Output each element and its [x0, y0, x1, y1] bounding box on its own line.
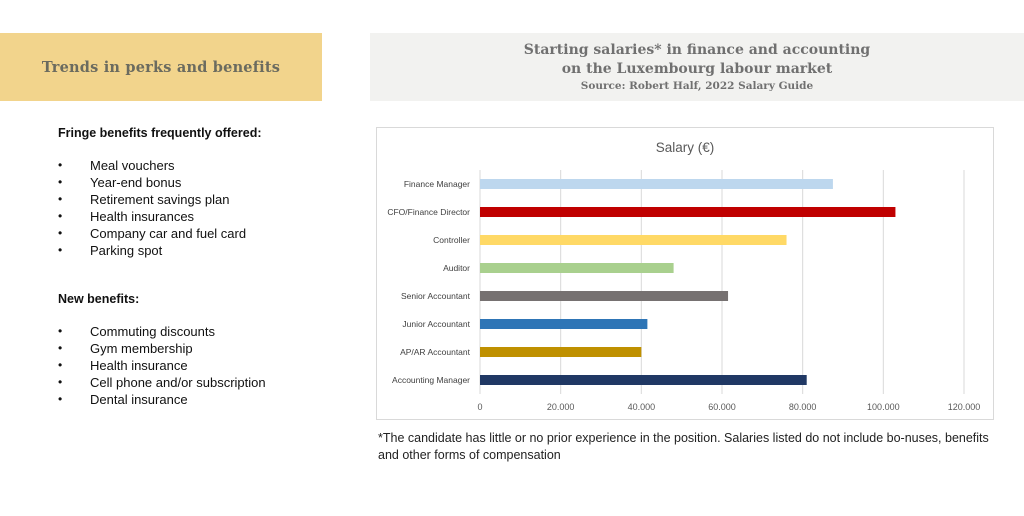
- list-item: Company car and fuel card: [58, 225, 266, 242]
- x-tick-label: 0: [477, 402, 482, 412]
- bar-auditor: [480, 263, 674, 273]
- x-tick-label: 60.000: [708, 402, 736, 412]
- list-item: Commuting discounts: [58, 323, 266, 340]
- footnote: *The candidate has little or no prior ex…: [378, 431, 989, 462]
- bar-accounting-manager: [480, 375, 807, 385]
- left-header-banner: Trends in perks and benefits: [0, 33, 322, 101]
- list-item: Gym membership: [58, 340, 266, 357]
- list-item: Health insurance: [58, 357, 266, 374]
- list-item: Health insurances: [58, 208, 266, 225]
- category-label: Junior Accountant: [402, 319, 470, 329]
- category-label: Controller: [433, 235, 470, 245]
- salary-chart: Salary (€) 0 20.000 40.000 60.000 80.000 100.…: [376, 127, 994, 420]
- x-tick-label: 40.000: [628, 402, 656, 412]
- list-item: Retirement savings plan: [58, 191, 266, 208]
- category-label: Auditor: [443, 263, 470, 273]
- x-tick-label: 120.000: [948, 402, 981, 412]
- x-tick-label: 20.000: [547, 402, 575, 412]
- list-item: Dental insurance: [58, 391, 266, 408]
- bar-controller: [480, 235, 787, 245]
- bar-finance-manager: [480, 179, 833, 189]
- fringe-list: Meal vouchers Year-end bonus Retirement …: [58, 157, 266, 259]
- chart-title: Salary (€): [656, 140, 715, 155]
- category-label: AP/AR Accountant: [400, 347, 471, 357]
- category-label: Finance Manager: [404, 179, 470, 189]
- fringe-heading: Fringe benefits frequently offered:: [58, 126, 262, 140]
- list-item: Parking spot: [58, 242, 266, 259]
- new-benefits-heading: New benefits:: [58, 292, 140, 306]
- list-item: Meal vouchers: [58, 157, 266, 174]
- x-tick-label: 100.000: [867, 402, 900, 412]
- bar-ap-ar-accountant: [480, 347, 642, 357]
- right-header-line2: on the Luxembourg labour market: [561, 61, 833, 77]
- new-benefits-list: Commuting discounts Gym membership Healt…: [58, 323, 266, 408]
- right-header-banner: Starting salaries* in finance and accoun…: [370, 33, 1024, 101]
- category-label: CFO/Finance Director: [387, 207, 470, 217]
- list-item: Year-end bonus: [58, 174, 266, 191]
- bar-cfo-finance-director: [480, 207, 896, 217]
- category-label: Accounting Manager: [392, 375, 470, 385]
- x-tick-label: 80.000: [789, 402, 817, 412]
- salary-chart-svg: Salary (€) 0 20.000 40.000 60.000 80.000 100.…: [387, 140, 981, 412]
- category-label: Senior Accountant: [401, 291, 471, 301]
- bar-senior-accountant: [480, 291, 729, 301]
- bar-junior-accountant: [480, 319, 648, 329]
- right-header-line1: Starting salaries* in finance and accoun…: [523, 42, 871, 58]
- right-header-source: Source: Robert Half, 2022 Salary Guide: [580, 80, 814, 92]
- benefits-panel: Fringe benefits frequently offered: Meal…: [58, 126, 266, 408]
- list-item: Cell phone and/or subscription: [58, 374, 266, 391]
- left-header-title: Trends in perks and benefits: [41, 58, 281, 76]
